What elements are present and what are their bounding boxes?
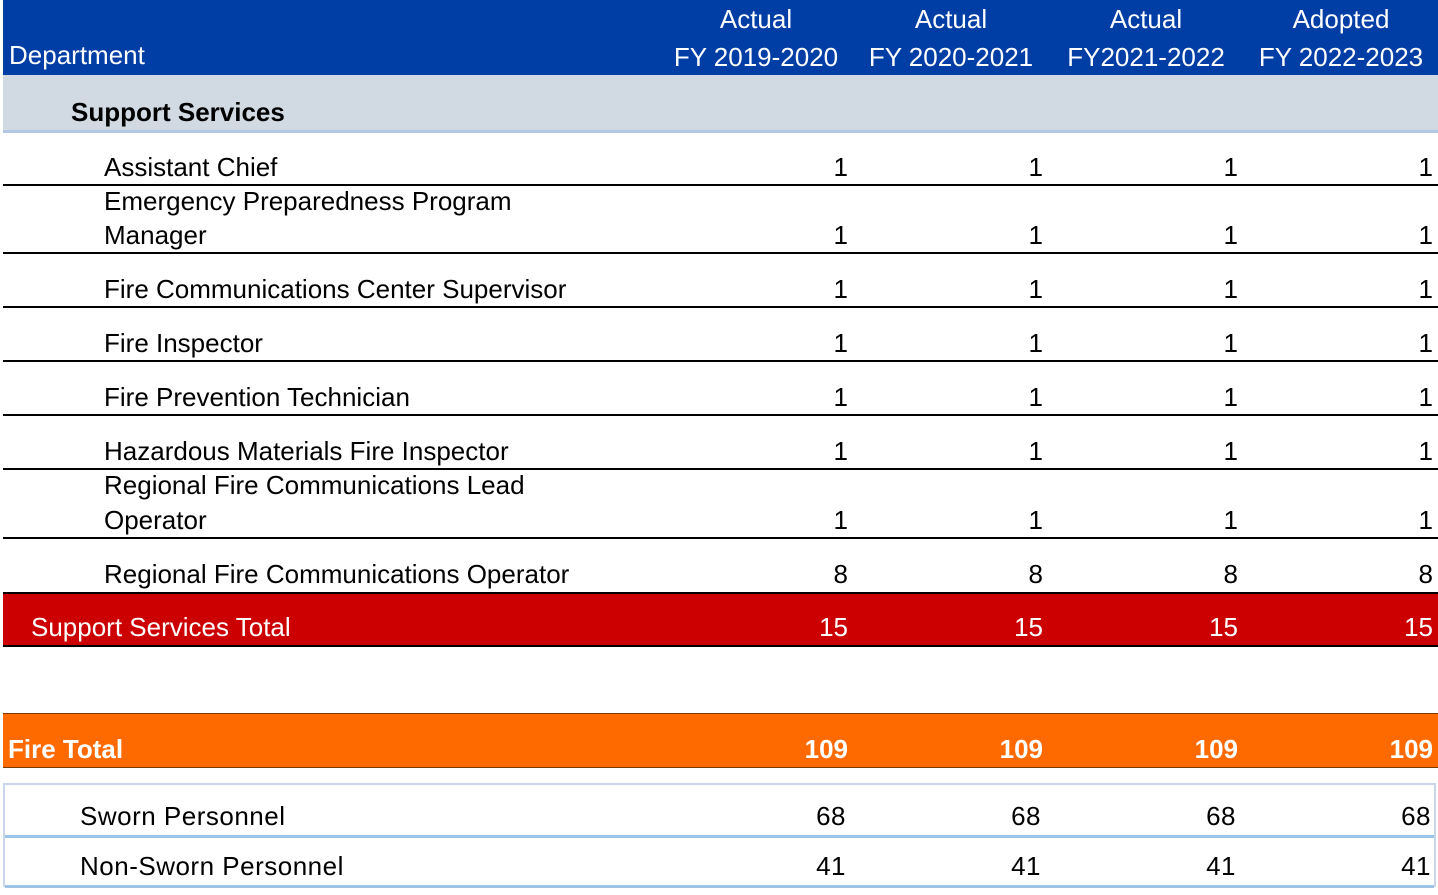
total-cell: 15 <box>819 612 848 642</box>
value-cell: 1 <box>1223 382 1238 412</box>
summary-row-non-sworn: Non-Sworn Personnel 41 41 41 41 <box>5 835 1434 888</box>
total-cell: 15 <box>1404 612 1433 642</box>
value-cell: 8 <box>1028 559 1043 589</box>
summary-value: 68 <box>1206 801 1236 831</box>
table-row: Regional Fire Communications Lead Operat… <box>3 470 1438 539</box>
value-cell: 1 <box>1223 505 1238 535</box>
value-cell: 1 <box>1418 505 1433 535</box>
value-cell: 1 <box>1223 274 1238 304</box>
section-title: Support Services <box>71 97 285 127</box>
value-cell: 1 <box>1418 220 1433 250</box>
column-header-line1: Actual <box>1109 4 1183 34</box>
value-cell: 1 <box>833 274 848 304</box>
column-header-fy2020: Actual FY 2020-2021 <box>861 0 1041 76</box>
table-header: Department Actual FY 2019-2020 Actual FY… <box>3 0 1438 75</box>
table-row: Fire Prevention Technician 1 1 1 1 <box>3 362 1438 416</box>
column-header-line2: FY 2019-2020 <box>673 42 839 72</box>
position-title: Assistant Chief <box>104 152 278 182</box>
column-header-fy2022: Adopted FY 2022-2023 <box>1251 0 1431 76</box>
fire-total-row: Fire Total 109 109 109 109 <box>3 713 1438 768</box>
summary-value: 41 <box>1011 851 1041 881</box>
fire-total-label: Fire Total <box>8 734 124 764</box>
section-header: Support Services <box>3 75 1438 133</box>
total-cell: 109 <box>804 734 848 764</box>
value-cell: 1 <box>1223 328 1238 358</box>
value-cell: 8 <box>833 559 848 589</box>
table-row: Fire Communications Center Supervisor 1 … <box>3 254 1438 308</box>
value-cell: 1 <box>1028 220 1043 250</box>
value-cell: 8 <box>1223 559 1238 589</box>
value-cell: 8 <box>1418 559 1433 589</box>
section-total-row: Support Services Total 15 15 15 15 <box>3 592 1438 647</box>
summary-value: 68 <box>1401 801 1431 831</box>
department-column-header: Department <box>9 40 145 70</box>
position-title: Fire Inspector <box>104 328 263 358</box>
position-title: Fire Prevention Technician <box>104 382 410 412</box>
value-cell: 1 <box>1028 328 1043 358</box>
summary-value: 41 <box>1401 851 1431 881</box>
table-row: Regional Fire Communications Operator 8 … <box>3 539 1438 592</box>
table-row: Fire Inspector 1 1 1 1 <box>3 308 1438 362</box>
total-cell: 15 <box>1209 612 1238 642</box>
column-header-line2: FY 2020-2021 <box>868 42 1034 72</box>
value-cell: 1 <box>1028 152 1043 182</box>
summary-label: Non-Sworn Personnel <box>80 851 344 881</box>
position-title-continued: Operator <box>104 505 207 535</box>
column-header-line2: FY 2022-2023 <box>1258 42 1424 72</box>
value-cell: 1 <box>1418 436 1433 466</box>
value-cell: 1 <box>1028 505 1043 535</box>
position-title-continued: Manager <box>104 220 207 250</box>
column-header-fy2019: Actual FY 2019-2020 <box>666 0 846 76</box>
value-cell: 1 <box>833 382 848 412</box>
table-row: Hazardous Materials Fire Inspector 1 1 1… <box>3 416 1438 470</box>
summary-value: 41 <box>1206 851 1236 881</box>
column-header-fy2021: Actual FY2021-2022 <box>1056 0 1236 76</box>
position-title: Emergency Preparedness Program <box>104 186 512 216</box>
total-cell: 109 <box>999 734 1043 764</box>
value-cell: 1 <box>1028 382 1043 412</box>
value-cell: 1 <box>1418 382 1433 412</box>
section-total-label: Support Services Total <box>31 612 291 642</box>
value-cell: 1 <box>1418 274 1433 304</box>
value-cell: 1 <box>833 152 848 182</box>
value-cell: 1 <box>833 505 848 535</box>
summary-label: Sworn Personnel <box>80 801 286 831</box>
value-cell: 1 <box>1418 152 1433 182</box>
value-cell: 1 <box>833 328 848 358</box>
value-cell: 1 <box>1028 274 1043 304</box>
summary-value: 68 <box>816 801 846 831</box>
value-cell: 1 <box>1223 220 1238 250</box>
column-header-line1: Adopted <box>1292 4 1390 34</box>
total-cell: 109 <box>1194 734 1238 764</box>
total-cell: 109 <box>1389 734 1433 764</box>
value-cell: 1 <box>1223 152 1238 182</box>
table-row: Assistant Chief 1 1 1 1 <box>3 133 1438 186</box>
column-header-line1: Actual <box>719 4 793 34</box>
value-cell: 1 <box>833 436 848 466</box>
position-title: Regional Fire Communications Operator <box>104 559 570 589</box>
personnel-summary: Sworn Personnel 68 68 68 68 Non-Sworn Pe… <box>3 783 1436 888</box>
column-header-line1: Actual <box>914 4 988 34</box>
table-row: Emergency Preparedness Program Manager 1… <box>3 186 1438 254</box>
position-title: Fire Communications Center Supervisor <box>104 274 567 304</box>
summary-value: 41 <box>816 851 846 881</box>
position-title: Regional Fire Communications Lead <box>104 470 525 500</box>
summary-value: 68 <box>1011 801 1041 831</box>
position-title: Hazardous Materials Fire Inspector <box>104 436 509 466</box>
value-cell: 1 <box>1223 436 1238 466</box>
value-cell: 1 <box>833 220 848 250</box>
column-header-line2: FY2021-2022 <box>1067 42 1225 72</box>
total-cell: 15 <box>1014 612 1043 642</box>
value-cell: 1 <box>1028 436 1043 466</box>
value-cell: 1 <box>1418 328 1433 358</box>
summary-row-sworn: Sworn Personnel 68 68 68 68 <box>5 785 1434 838</box>
